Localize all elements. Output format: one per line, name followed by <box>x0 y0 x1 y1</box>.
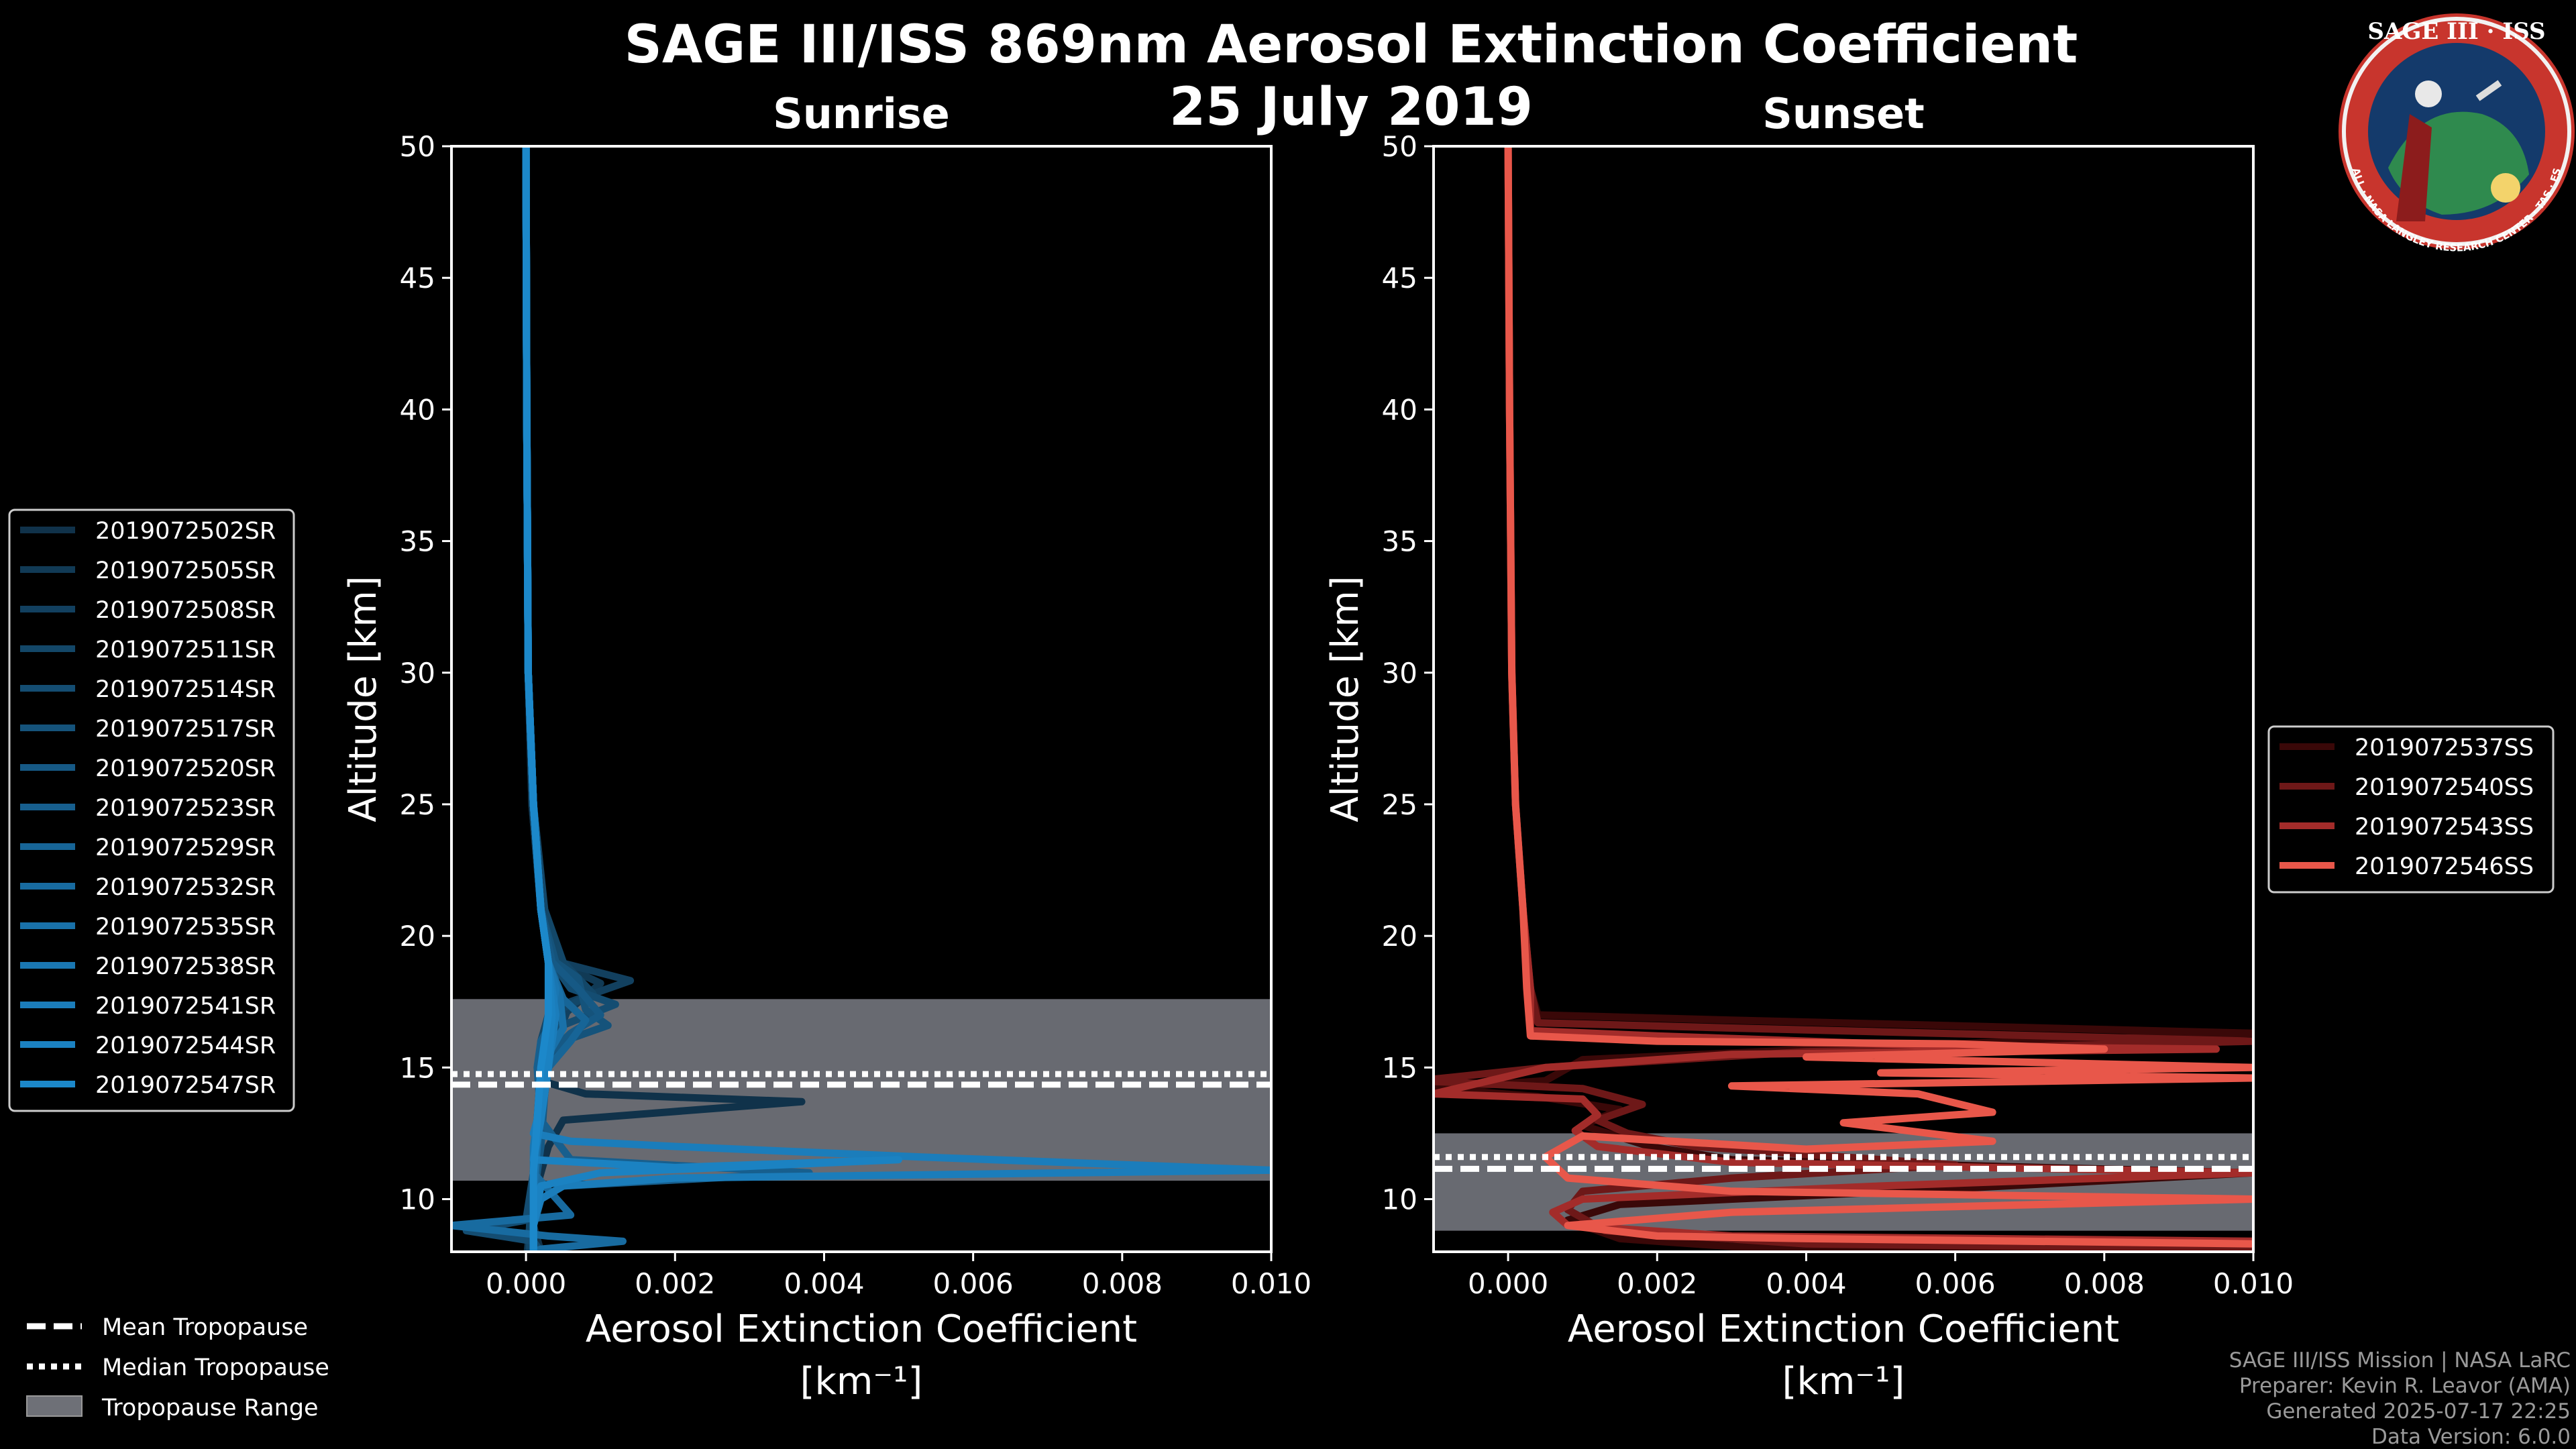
sunrise-y-axis-label: Altitude [km] <box>341 576 385 822</box>
sunrise-legend-label: 2019072547SR <box>95 1072 276 1099</box>
sunrise-y-tick-label: 50 <box>400 130 435 163</box>
moon-icon <box>2415 80 2442 107</box>
tropopause-legend: Mean Tropopause Median Tropopause Tropop… <box>26 1314 329 1421</box>
sunset-y-tick-label: 25 <box>1382 788 1417 821</box>
sunset-x-tick-label: 0.008 <box>2064 1267 2145 1300</box>
sunset-x-axis-unit: [km⁻¹] <box>1782 1360 1905 1403</box>
sunrise-plot-frame <box>450 145 1273 1253</box>
sunset-legend-label: 2019072546SS <box>2355 853 2534 880</box>
sunrise-profile-2019072547SR <box>522 146 552 1252</box>
sunset-y-tick-label: 35 <box>1382 525 1417 558</box>
sunset-y-tick-label: 15 <box>1382 1051 1417 1084</box>
sunrise-plot: 0.000 0.002 0.004 0.006 0.008 0.010 10 15 20 25 30… <box>341 130 1311 1403</box>
sunrise-legend: 2019072502SR 2019072505SR 2019072508SR 2019… <box>8 508 295 1112</box>
sunset-plot: 0.000 0.002 0.004 0.006 0.008 0.010 10 15 20 25 30… <box>1324 130 2294 1403</box>
sunrise-y-tick-label: 20 <box>400 920 435 953</box>
sunrise-legend-label: 2019072505SR <box>95 557 276 584</box>
sunset-legend-box <box>2267 725 2555 894</box>
sunset-x-tick-label: 0.002 <box>1617 1267 1697 1300</box>
credit-preparer: Preparer: Kevin R. Leavor (AMA) <box>2239 1374 2571 1398</box>
sunrise-y-tick-label: 35 <box>400 525 435 558</box>
credit-mission: SAGE III/ISS Mission | NASA LaRC <box>2229 1348 2571 1373</box>
sunrise-x-tick-label: 0.008 <box>1082 1267 1163 1300</box>
sunset-y-tick-label: 20 <box>1382 920 1417 953</box>
iss-icon <box>2475 80 2502 101</box>
sunset-legend-label: 2019072537SS <box>2355 735 2534 761</box>
sunset-x-tick-label: 0.006 <box>1915 1267 1996 1300</box>
tropopause-range-label: Tropopause Range <box>101 1395 319 1421</box>
sunset-x-axis-label: Aerosol Extinction Coefficient <box>1568 1307 2119 1351</box>
sunrise-legend-label: 2019072532SR <box>95 874 276 901</box>
figure-title: SAGE III/ISS 869nm Aerosol Extinction Co… <box>625 15 2078 75</box>
sunrise-x-tick-label: 0.004 <box>784 1267 864 1300</box>
sunrise-y-tick-label: 10 <box>400 1183 435 1216</box>
sunrise-legend-label: 2019072517SR <box>95 716 276 743</box>
sunrise-panel-title: Sunrise <box>773 89 950 138</box>
sunrise-legend-label: 2019072535SR <box>95 914 276 941</box>
sunrise-x-axis-unit: [km⁻¹] <box>800 1360 923 1403</box>
sunrise-legend-label: 2019072523SR <box>95 795 276 822</box>
sunrise-legend-label: 2019072544SR <box>95 1032 276 1059</box>
sunrise-legend-box <box>8 508 295 1112</box>
sunrise-x-tick-label: 0.006 <box>933 1267 1014 1300</box>
sunrise-y-tick-label: 30 <box>400 657 435 690</box>
sunset-profile-2019072546SS <box>1504 146 2253 1248</box>
sun-icon <box>2491 173 2520 203</box>
sunset-y-tick-label: 40 <box>1382 393 1417 426</box>
sunset-panel-title: Sunset <box>1762 89 1925 138</box>
credit-data-version: Data Version: 6.0.0 <box>2371 1425 2571 1449</box>
sunset-x-tick-label: 0.000 <box>1468 1267 1548 1300</box>
sunrise-legend-label: 2019072538SR <box>95 953 276 980</box>
sunrise-y-tick-label: 25 <box>400 788 435 821</box>
sunrise-legend-label: 2019072541SR <box>95 993 276 1020</box>
sunrise-legend-label: 2019072511SR <box>95 637 276 663</box>
credit-generated: Generated 2025-07-17 22:25 <box>2266 1399 2571 1424</box>
logo-title: SAGE III · ISS <box>2367 18 2545 45</box>
sunrise-x-tick-label: 0.010 <box>1231 1267 1311 1300</box>
sunset-y-tick-label: 45 <box>1382 262 1417 294</box>
sunset-y-tick-label: 10 <box>1382 1183 1417 1216</box>
sage-figure-icon <box>2396 114 2432 221</box>
sunrise-x-tick-label: 0.002 <box>635 1267 715 1300</box>
sunset-y-tick-label: 30 <box>1382 657 1417 690</box>
sunrise-legend-label: 2019072508SR <box>95 597 276 624</box>
credits: SAGE III/ISS Mission | NASA LaRC Prepare… <box>2229 1348 2571 1449</box>
sunrise-x-tick-label: 0.000 <box>486 1267 566 1300</box>
sunset-legend: 2019072537SS 2019072540SS 2019072543SS 2019… <box>2267 725 2555 894</box>
sunset-x-tick-label: 0.004 <box>1766 1267 1846 1300</box>
sunrise-legend-label: 2019072514SR <box>95 676 276 703</box>
logo-ring-border <box>2342 17 2571 246</box>
sunrise-x-axis-label: Aerosol Extinction Coefficient <box>586 1307 1137 1351</box>
sunrise-legend-label: 2019072520SR <box>95 755 276 782</box>
sunset-x-tick-label: 0.010 <box>2213 1267 2294 1300</box>
figure-date: 25 July 2019 <box>1169 77 1533 138</box>
sunset-legend-label: 2019072540SS <box>2355 774 2534 801</box>
sunset-y-tick-label: 50 <box>1382 130 1417 163</box>
median-tropopause-label: Median Tropopause <box>102 1354 329 1381</box>
sunrise-legend-label: 2019072502SR <box>95 518 276 545</box>
sunrise-y-tick-label: 40 <box>400 393 435 426</box>
sunset-legend-label: 2019072543SS <box>2355 814 2534 841</box>
tropopause-range-swatch <box>26 1395 83 1417</box>
sunset-plot-frame <box>1432 145 2255 1253</box>
sunrise-legend-label: 2019072529SR <box>95 835 276 861</box>
sunrise-y-tick-label: 15 <box>400 1051 435 1084</box>
sunset-y-axis-label: Altitude [km] <box>1324 576 1367 822</box>
mean-tropopause-label: Mean Tropopause <box>102 1314 308 1341</box>
sunrise-y-tick-label: 45 <box>400 262 435 294</box>
